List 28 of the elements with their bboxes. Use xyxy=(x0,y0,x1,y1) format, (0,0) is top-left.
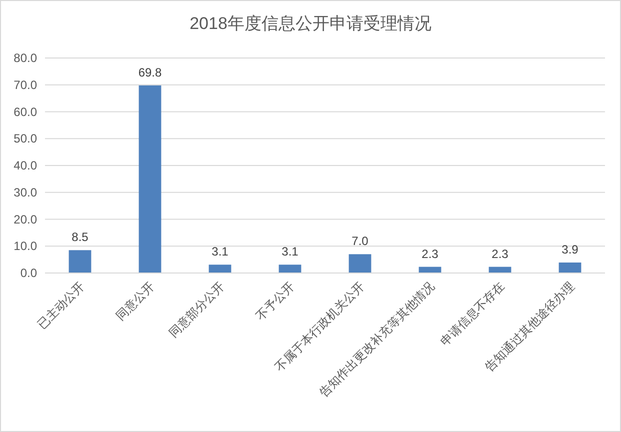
x-tick-label: 已主动公开 xyxy=(34,279,88,332)
data-label: 3.1 xyxy=(212,244,229,259)
data-label: 69.8 xyxy=(138,65,162,80)
bar xyxy=(278,264,302,273)
data-label: 7.0 xyxy=(352,234,369,248)
y-tick-label: 60.0 xyxy=(14,104,38,119)
y-tick-label: 70.0 xyxy=(14,78,38,92)
y-tick-label: 40.0 xyxy=(14,158,38,172)
y-tick-label: 20.0 xyxy=(14,212,38,226)
bar xyxy=(68,250,92,273)
y-tick-label: 10.0 xyxy=(14,239,38,254)
bar xyxy=(558,262,582,273)
data-label: 8.5 xyxy=(72,230,89,244)
data-label: 3.1 xyxy=(282,244,299,259)
bar xyxy=(138,85,162,273)
x-tick-label: 同意公开 xyxy=(113,279,158,324)
data-label: 3.9 xyxy=(562,242,579,257)
x-tick-label: 不予公开 xyxy=(253,279,298,324)
bar xyxy=(348,254,372,273)
y-tick-label: 50.0 xyxy=(14,132,38,146)
data-label: 2.3 xyxy=(422,246,439,261)
chart-title: 2018年度信息公开申请受理情况 xyxy=(190,14,432,33)
y-tick-label: 0.0 xyxy=(20,266,38,280)
y-tick-label: 30.0 xyxy=(14,185,38,200)
x-tick-label: 同意部分公开 xyxy=(166,279,228,340)
y-tick-label: 80.0 xyxy=(14,51,38,65)
bar xyxy=(208,264,232,273)
data-label: 2.3 xyxy=(492,246,509,261)
